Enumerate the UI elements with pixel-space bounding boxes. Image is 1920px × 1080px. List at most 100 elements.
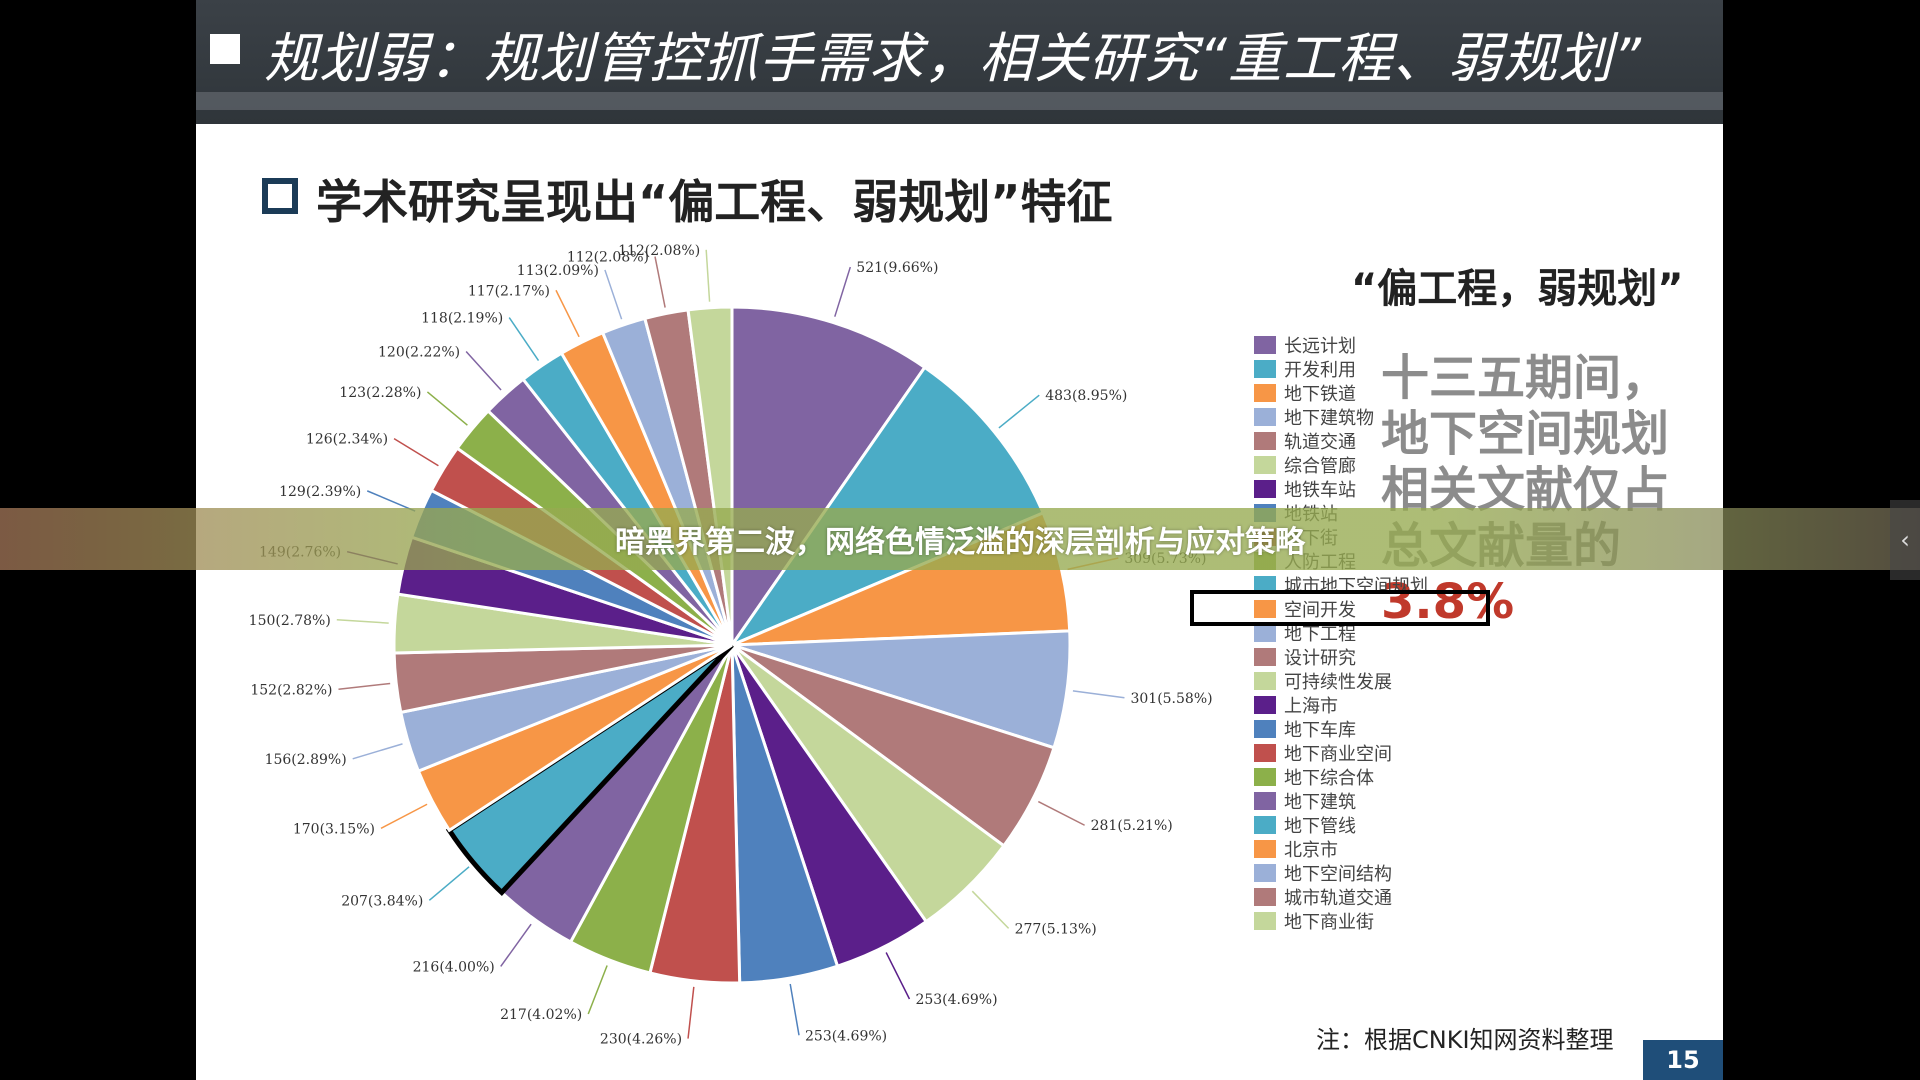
leader-line [428,866,470,901]
legend-label: 轨道交通 [1284,432,1356,453]
legend-swatch [1254,408,1276,426]
page-number: 15 [1643,1040,1723,1080]
legend-item: 地下管线 [1254,814,1356,837]
legend-label: 长远计划 [1284,336,1356,357]
legend-label: 地下综合体 [1284,768,1374,789]
legend-label: 综合管廊 [1284,456,1356,477]
leader-line [393,437,439,467]
slide-subtitle: 学术研究呈现出“偏工程、弱规划”特征 [316,175,1113,229]
legend-label: 地下商业街 [1284,912,1374,933]
legend-swatch [1254,768,1276,786]
legend-swatch [1254,888,1276,906]
legend-item: 空间开发 [1254,598,1356,621]
leader-line [336,619,389,624]
legend-swatch [1254,840,1276,858]
chevron-left-icon[interactable]: ‹ [1900,526,1910,554]
data-label: 216(4.00%) [413,959,495,975]
data-label: 301(5.58%) [1130,691,1212,707]
data-label: 118(2.19%) [421,311,503,327]
legend-highlight-box [1190,590,1490,626]
emphasis-body: 十三五期间，地下空间规划相关文献仅占总文献量的3.8% [1381,350,1711,630]
legend-item: 地铁车站 [1254,478,1356,501]
legend-label: 城市轨道交通 [1284,888,1392,909]
legend-item: 地下综合体 [1254,766,1374,789]
legend-swatch [1254,480,1276,498]
data-label: 277(5.13%) [1015,921,1097,937]
slide-header: 规划弱：规划管控抓手需求，相关研究“重工程、弱规划” [196,0,1723,124]
legend-swatch [1254,672,1276,690]
data-label: 117(2.17%) [468,283,550,299]
legend-label: 地下管线 [1284,816,1356,837]
legend-swatch [1254,432,1276,450]
data-label: 129(2.39%) [279,484,361,500]
leader-line [508,317,540,362]
legend-label: 地下空间结构 [1284,864,1392,885]
legend-label: 地铁车站 [1284,480,1356,501]
side-arrow-bg[interactable] [1890,500,1920,580]
legend-item: 北京市 [1254,838,1338,861]
legend-item: 长远计划 [1254,334,1356,357]
data-label: 253(4.69%) [805,1028,887,1044]
legend-swatch [1254,792,1276,810]
leader-line [587,965,608,1015]
pie-chart: 521(9.66%)483(8.95%)309(5.73%)301(5.58%)… [249,243,1213,1048]
legend-item: 地下车库 [1254,718,1356,741]
legend-item: 地下商业空间 [1254,742,1392,765]
legend-item: 上海市 [1254,694,1338,717]
legend-item: 地下工程 [1254,622,1356,645]
leader-line [705,249,711,302]
legend-swatch [1254,600,1276,618]
legend-label: 地下商业空间 [1284,744,1392,765]
legend-item: 开发利用 [1254,358,1356,381]
data-label: 112(2.08%) [567,250,649,266]
leader-line [604,269,623,320]
leader-line [789,983,800,1036]
legend-swatch [1254,384,1276,402]
legend-item: 可持续性发展 [1254,670,1392,693]
legend-label: 地下建筑 [1284,792,1356,813]
leader-line [500,923,532,967]
data-label: 217(4.02%) [500,1007,582,1023]
slide-title: 规划弱：规划管控抓手需求，相关研究“重工程、弱规划” [264,27,1642,90]
data-label: 483(8.95%) [1045,388,1127,404]
header-stripe [196,92,1723,110]
legend-label: 地下工程 [1284,624,1356,645]
legend-item: 设计研究 [1254,646,1356,669]
data-label: 150(2.78%) [249,613,331,629]
legend-swatch [1254,816,1276,834]
data-label: 156(2.89%) [265,752,347,768]
legend-item: 地下建筑物 [1254,406,1374,429]
legend-label: 北京市 [1284,840,1338,861]
legend-swatch [1254,360,1276,378]
legend-label: 空间开发 [1284,600,1356,621]
legend-swatch [1254,576,1276,594]
leader-line [654,256,666,308]
overlay-banner [0,508,1920,570]
legend-label: 开发利用 [1284,360,1356,381]
leader-line [1072,690,1125,699]
data-label: 521(9.66%) [856,260,938,276]
header-bullet-icon [210,34,240,64]
legend-label: 设计研究 [1284,648,1356,669]
legend-item: 地下建筑 [1254,790,1356,813]
legend-item: 地下商业街 [1254,910,1374,933]
slide: 规划弱：规划管控抓手需求，相关研究“重工程、弱规划” 学术研究呈现出“偏工程、弱… [196,0,1723,1080]
legend-swatch [1254,912,1276,930]
emphasis-value: 3.8% [1381,574,1515,630]
legend-swatch [1254,744,1276,762]
legend-label: 地下车库 [1284,720,1356,741]
legend-swatch [1254,864,1276,882]
leader-line [971,890,1010,929]
data-label: 152(2.82%) [250,682,332,698]
legend-swatch [1254,456,1276,474]
data-label: 113(2.09%) [517,263,599,279]
leader-line [338,682,391,691]
legend-label: 可持续性发展 [1284,672,1392,693]
data-label: 253(4.69%) [915,992,997,1008]
leader-line [687,986,695,1039]
leader-line [380,803,428,829]
data-label: 207(3.84%) [341,893,423,909]
data-label: 281(5.21%) [1091,818,1173,834]
leader-line [352,743,403,760]
